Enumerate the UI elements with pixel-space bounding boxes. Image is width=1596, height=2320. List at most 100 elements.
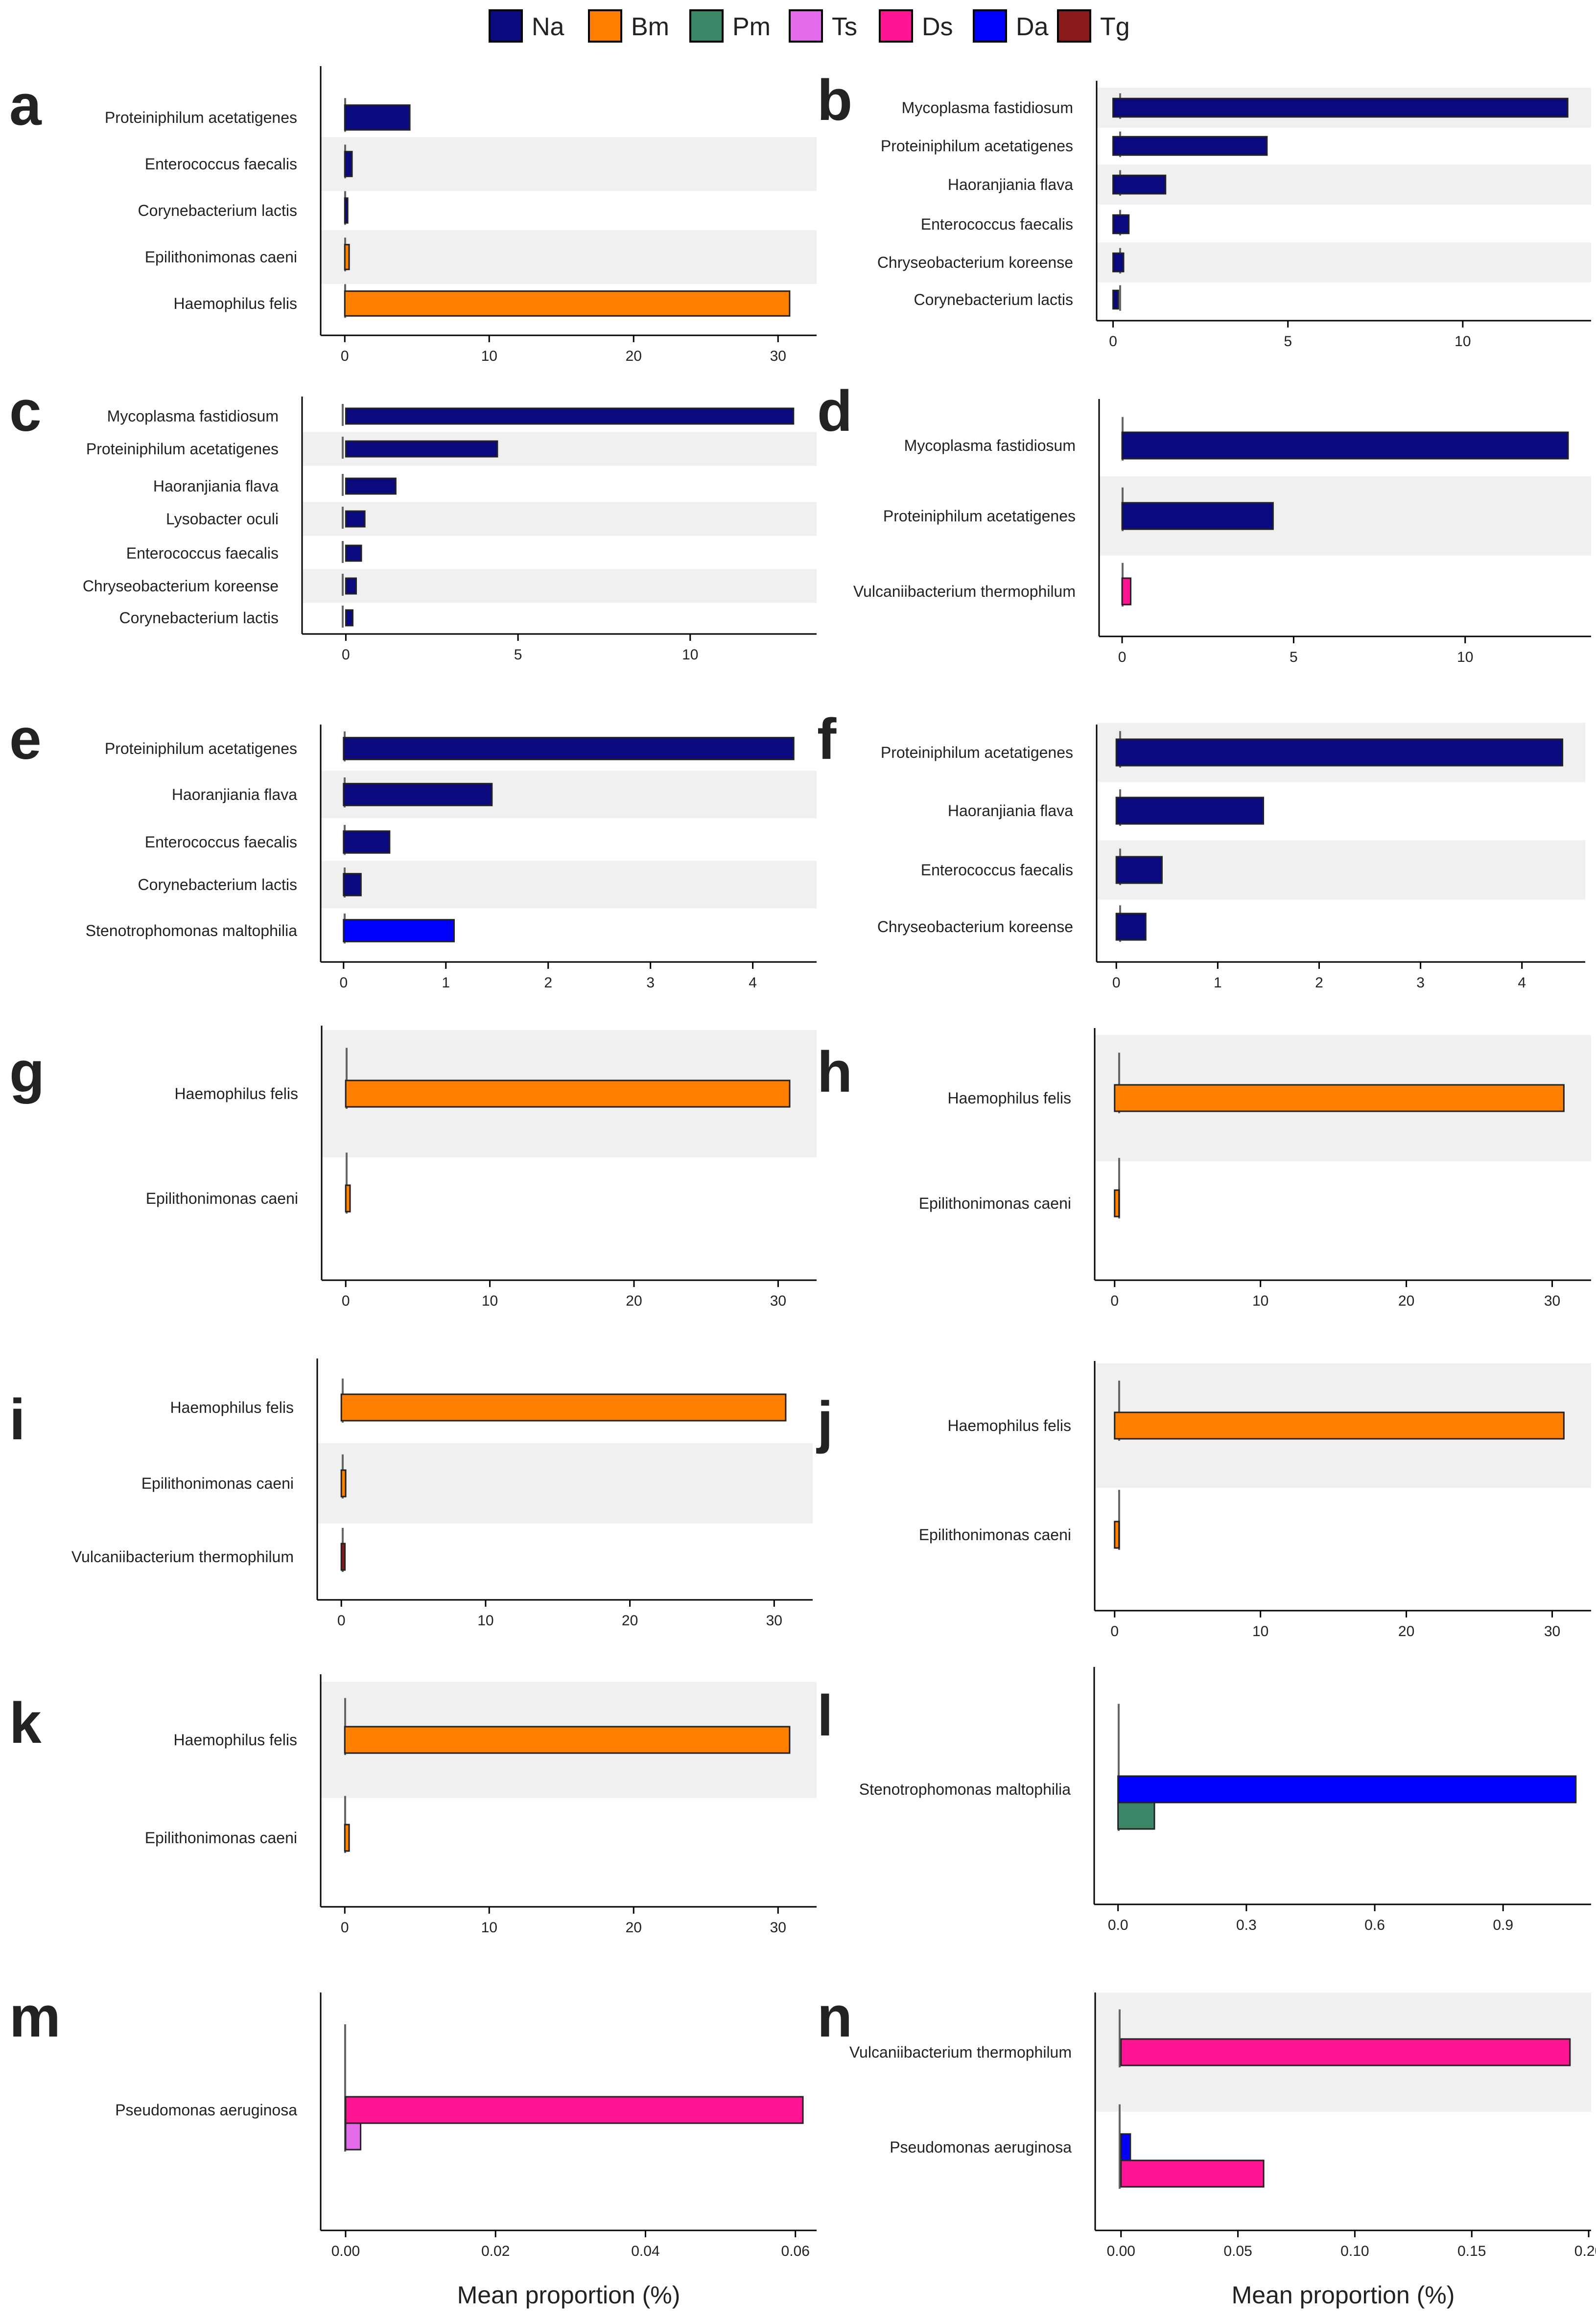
x-tick-label-a-3: 30 bbox=[770, 348, 786, 364]
legend-swatch-pm bbox=[689, 9, 724, 43]
panel-e: e 0 1 2 3 4 Proteiniphilum acetatigenes Haoranj… bbox=[9, 707, 817, 991]
bar-a-1-na bbox=[344, 151, 353, 177]
category-label-c-5: Chryseobacterium koreense bbox=[83, 577, 279, 595]
bar-b-4-na bbox=[1112, 252, 1125, 273]
panel-j-letter: j bbox=[816, 1390, 833, 1454]
legend-swatch-ds bbox=[879, 9, 913, 43]
x-tick-label-e-0: 0 bbox=[339, 975, 348, 991]
category-label-i-2: Vulcaniibacterium thermophilum bbox=[71, 1548, 294, 1566]
category-label-k-0: Haemophilus felis bbox=[173, 1731, 297, 1749]
bar-k-0-bm bbox=[344, 1726, 791, 1754]
x-tick-label-e-3: 3 bbox=[646, 975, 655, 991]
x-tick-label-m-0: 0.00 bbox=[331, 2243, 360, 2259]
x-tick-label-b-0: 0 bbox=[1109, 333, 1117, 350]
panel-h-letter: h bbox=[817, 1040, 852, 1104]
x-axis-title-m: Mean proportion (%) bbox=[457, 2281, 681, 2309]
x-tick-label-g-1: 10 bbox=[482, 1293, 498, 1309]
x-tick-label-m-1: 0.02 bbox=[481, 2243, 510, 2259]
bar-e-3-na bbox=[343, 873, 362, 896]
category-label-a-1: Enterococcus faecalis bbox=[145, 155, 297, 173]
panel-i: i 0 10 20 30 Haemophilus felis Epilithonimonas… bbox=[9, 1359, 813, 1629]
bar-b-0-na bbox=[1112, 97, 1569, 118]
category-label-b-4: Chryseobacterium koreense bbox=[877, 254, 1073, 271]
bar-a-3-bm bbox=[344, 244, 350, 270]
x-tick-label-k-3: 30 bbox=[770, 1920, 786, 1936]
bar-f-2-na bbox=[1115, 856, 1163, 884]
legend: Na Bm Pm Ts Ds Da Tg bbox=[489, 9, 1130, 43]
legend-swatch-na bbox=[489, 9, 523, 43]
x-tick-label-m-3: 0.06 bbox=[781, 2243, 810, 2259]
bar-d-2-ds bbox=[1121, 577, 1132, 606]
category-label-k-1: Epilithonimonas caeni bbox=[145, 1829, 297, 1847]
bar-g-1-bm bbox=[345, 1184, 351, 1213]
panel-b-letter: b bbox=[817, 68, 852, 133]
bar-j-0-bm bbox=[1114, 1411, 1565, 1440]
panel-m-letter: m bbox=[9, 1985, 61, 2049]
x-tick-label-k-0: 0 bbox=[341, 1920, 349, 1936]
band-a-1 bbox=[321, 137, 817, 191]
x-tick-label-j-0: 0 bbox=[1110, 1623, 1119, 1640]
category-label-h-0: Haemophilus felis bbox=[947, 1089, 1071, 1107]
legend-swatch-ts bbox=[789, 9, 823, 43]
x-tick-label-n-3: 0.15 bbox=[1457, 2243, 1486, 2259]
category-label-c-4: Enterococcus faecalis bbox=[126, 544, 279, 562]
panel-l-letter: l bbox=[817, 1684, 833, 1748]
panel-g: g 0 10 20 30 Haemophilus felis Epilithonimonas… bbox=[9, 1026, 817, 1309]
band-e-3 bbox=[321, 861, 817, 909]
category-label-e-0: Proteiniphilum acetatigenes bbox=[105, 740, 297, 757]
x-tick-label-f-0: 0 bbox=[1112, 975, 1121, 991]
x-tick-label-l-0: 0.0 bbox=[1108, 1917, 1128, 1933]
x-tick-label-d-2: 10 bbox=[1457, 649, 1473, 665]
category-label-e-2: Enterococcus faecalis bbox=[145, 833, 297, 851]
bar-c-2-na bbox=[345, 477, 397, 495]
x-tick-label-f-4: 4 bbox=[1518, 975, 1526, 991]
category-label-g-1: Epilithonimonas caeni bbox=[146, 1190, 298, 1207]
category-label-a-3: Epilithonimonas caeni bbox=[145, 248, 297, 266]
x-tick-label-c-2: 10 bbox=[682, 647, 698, 663]
bar-e-1-na bbox=[343, 783, 493, 806]
band-f-2 bbox=[1097, 840, 1585, 900]
x-tick-label-j-2: 20 bbox=[1398, 1623, 1414, 1640]
panel-a-letter: a bbox=[9, 73, 42, 138]
legend-label-pm: Pm bbox=[732, 13, 771, 41]
x-tick-label-g-0: 0 bbox=[342, 1293, 350, 1309]
x-tick-label-b-1: 5 bbox=[1284, 333, 1292, 350]
x-tick-label-a-1: 10 bbox=[481, 348, 497, 364]
x-tick-label-j-1: 10 bbox=[1252, 1623, 1268, 1640]
bar-a-2-na bbox=[344, 197, 349, 224]
x-tick-label-i-3: 30 bbox=[766, 1613, 782, 1629]
x-tick-label-i-2: 20 bbox=[622, 1613, 638, 1629]
category-label-b-0: Mycoplasma fastidiosum bbox=[902, 99, 1073, 117]
x-tick-label-n-4: 0.20 bbox=[1574, 2243, 1596, 2259]
category-label-b-2: Haoranjiania flava bbox=[948, 176, 1073, 193]
panel-c-letter: c bbox=[9, 379, 42, 444]
panel-j: j 0 10 20 30 Haemophilus felis Epilithonimonas… bbox=[816, 1361, 1591, 1640]
x-tick-label-h-0: 0 bbox=[1110, 1293, 1119, 1309]
x-tick-label-n-2: 0.10 bbox=[1340, 2243, 1369, 2259]
bar-c-5-na bbox=[345, 577, 357, 595]
bar-e-4-da bbox=[343, 919, 455, 942]
panel-d: d 0 5 10 Mycoplasma fastidiosum Proteiniphilu… bbox=[817, 379, 1591, 665]
panel-g-letter: g bbox=[9, 1040, 45, 1104]
panel-h: h 0 10 20 30 Haemophilus felis Epilithonimonas… bbox=[817, 1028, 1591, 1309]
category-label-a-0: Proteiniphilum acetatigenes bbox=[105, 109, 297, 126]
panel-k: k 0 10 20 30 Haemophilus felis Epilithonimonas… bbox=[9, 1674, 817, 1936]
panel-n: n 0.00 0.05 0.10 0.15 0.20 Vulcaniibacterium t… bbox=[817, 1985, 1596, 2309]
bar-e-2-na bbox=[343, 830, 391, 854]
bar-b-2-na bbox=[1112, 174, 1167, 195]
bar-m-0-ts bbox=[345, 2122, 362, 2151]
category-label-b-1: Proteiniphilum acetatigenes bbox=[881, 137, 1073, 155]
panel-f-letter: f bbox=[817, 707, 837, 772]
category-label-c-1: Proteiniphilum acetatigenes bbox=[86, 440, 279, 458]
category-label-i-1: Epilithonimonas caeni bbox=[141, 1475, 294, 1492]
panel-i-letter: i bbox=[9, 1387, 25, 1452]
x-tick-label-f-3: 3 bbox=[1416, 975, 1425, 991]
legend-swatch-bm bbox=[588, 9, 622, 43]
bar-b-1-na bbox=[1112, 136, 1268, 156]
category-label-f-0: Proteiniphilum acetatigenes bbox=[881, 744, 1073, 761]
x-tick-label-j-3: 30 bbox=[1544, 1623, 1560, 1640]
legend-swatch-tg bbox=[1057, 9, 1091, 43]
bar-m-0-ds bbox=[345, 2096, 804, 2124]
